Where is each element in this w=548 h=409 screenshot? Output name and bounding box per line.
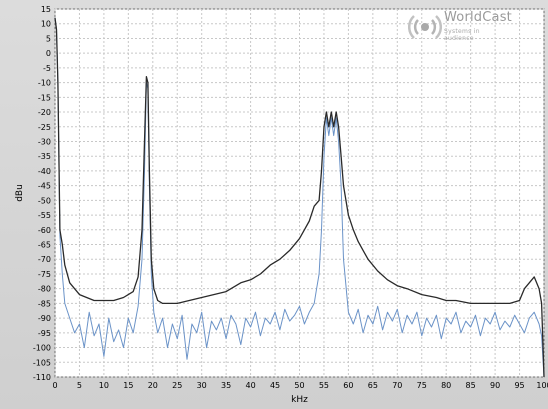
y-tick-label: -70 <box>38 255 51 264</box>
x-tick-label: 20 <box>148 381 158 390</box>
x-tick-label: 40 <box>246 381 256 390</box>
y-tick-label: -80 <box>38 285 51 294</box>
x-tick-label: 45 <box>270 381 280 390</box>
y-tick-label: -55 <box>38 211 51 220</box>
y-axis-ticks: 15 10 5 0 -5 -10 -15 -20 -25 -30 -35 -40 -45 -50 -55 -6… <box>33 5 51 382</box>
x-tick-label: 0 <box>52 381 57 390</box>
y-tick-label: 15 <box>41 5 51 14</box>
x-tick-label: 100 <box>536 381 548 390</box>
x-axis-ticks: 0 5 10 15 20 25 30 35 40 45 50 55 60 65 70 75 80 85 90 95 10… <box>52 381 548 390</box>
series-line-blue <box>54 17 545 378</box>
brand-name: WorldCast <box>444 10 512 25</box>
x-tick-label: 95 <box>514 381 524 390</box>
x-tick-label: 50 <box>294 381 304 390</box>
x-tick-label: 25 <box>172 381 182 390</box>
y-tick-label: -15 <box>38 93 51 102</box>
x-tick-label: 5 <box>77 381 82 390</box>
x-tick-label: 75 <box>417 381 427 390</box>
y-tick-label: -30 <box>38 137 51 146</box>
y-tick-label: -5 <box>43 64 51 73</box>
y-tick-label: -110 <box>33 373 51 382</box>
y-tick-label: -100 <box>33 344 51 353</box>
y-tick-label: -25 <box>38 123 51 132</box>
y-axis-label: dBu <box>15 184 25 202</box>
y-tick-label: -90 <box>38 314 51 323</box>
x-tick-label: 60 <box>343 381 353 390</box>
x-tick-label: 65 <box>368 381 378 390</box>
grid <box>54 8 545 378</box>
y-tick-label: -95 <box>38 329 51 338</box>
y-tick-label: -65 <box>38 241 51 250</box>
y-tick-label: 5 <box>46 34 51 43</box>
x-tick-label: 55 <box>319 381 329 390</box>
series-line-dark <box>54 17 545 378</box>
y-tick-label: 0 <box>46 49 51 58</box>
x-tick-label: 30 <box>197 381 207 390</box>
x-axis-label: kHz <box>291 395 308 405</box>
y-tick-label: -45 <box>38 182 51 191</box>
x-tick-label: 35 <box>221 381 231 390</box>
y-tick-label: -60 <box>38 226 51 235</box>
series-layer <box>54 17 545 378</box>
x-tick-label: 80 <box>441 381 451 390</box>
x-tick-label: 10 <box>99 381 109 390</box>
y-tick-label: -40 <box>38 167 51 176</box>
x-tick-label: 70 <box>392 381 402 390</box>
y-tick-label: -105 <box>33 358 51 367</box>
brand-tagline: Systems in audience <box>444 28 480 42</box>
y-tick-label: -85 <box>38 299 51 308</box>
y-tick-label: -75 <box>38 270 51 279</box>
y-tick-label: -20 <box>38 108 51 117</box>
y-tick-label: 10 <box>41 20 51 29</box>
y-tick-label: -10 <box>38 79 51 88</box>
y-tick-label: -35 <box>38 152 51 161</box>
x-tick-label: 85 <box>466 381 476 390</box>
signal-waves-icon <box>408 15 442 39</box>
x-tick-label: 90 <box>490 381 500 390</box>
brand-logo: WorldCast Systems in audience <box>408 10 512 44</box>
x-tick-label: 15 <box>123 381 133 390</box>
y-tick-label: -50 <box>38 196 51 205</box>
